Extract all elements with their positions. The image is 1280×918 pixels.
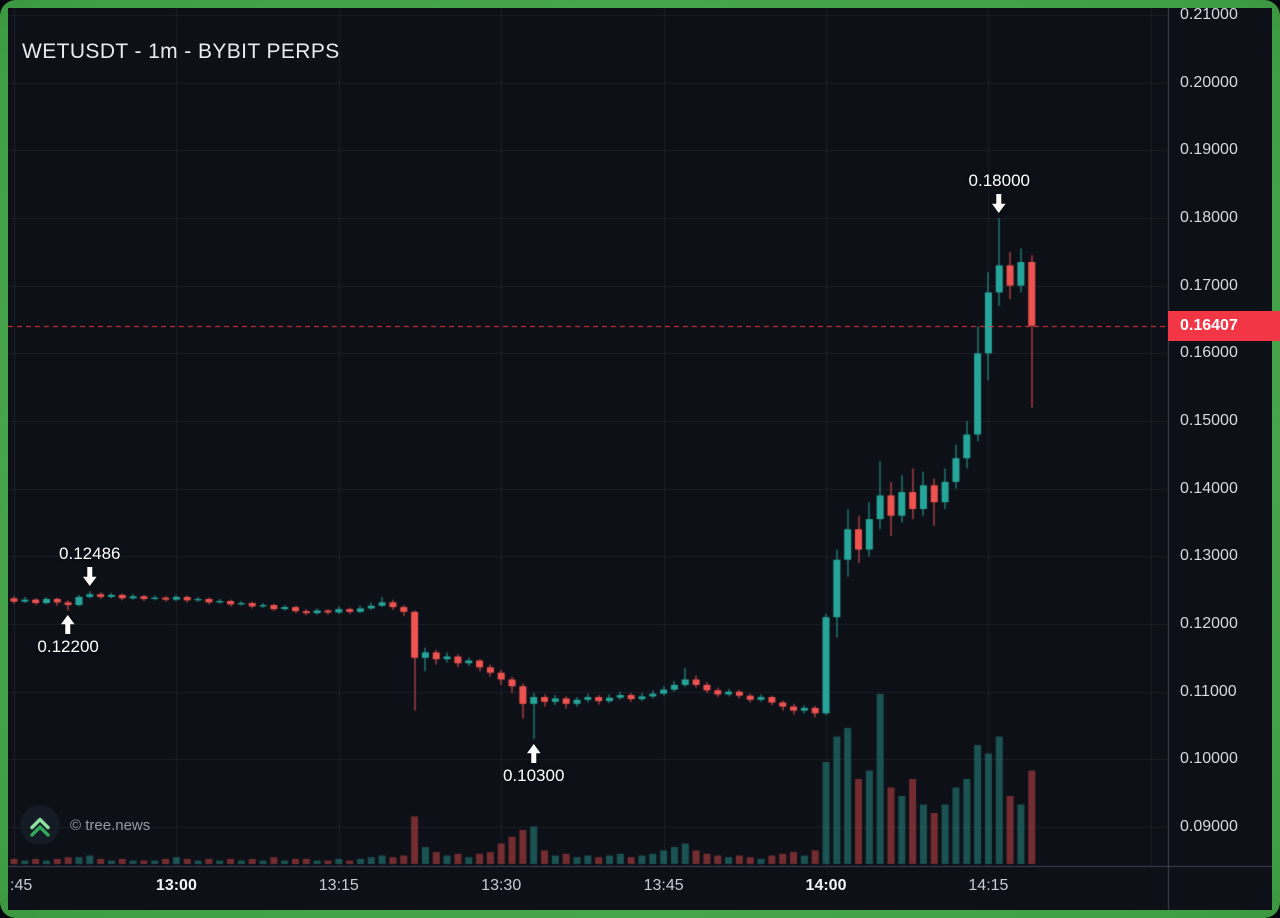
time-axis-label: 14:00 [805,877,847,894]
price-axis-label: 0.11000 [1180,682,1237,700]
price-axis-label: 0.16000 [1180,344,1238,362]
time-axis-label: :45 [10,877,33,894]
price-axis-label: 0.18000 [1180,209,1238,226]
tree-news-logo-icon [20,805,60,845]
price-axis-label: 0.21000 [1180,6,1238,23]
price-axis-label: 0.20000 [1180,73,1238,91]
chart-panel: WETUSDT - 1m - BYBIT PERPS 0.21000 0.2000… [8,6,1280,910]
watermark: © tree.news [20,805,150,845]
price-axis-label: 0.12000 [1180,615,1238,632]
time-axis-label: 14:15 [968,877,1009,894]
price-axis-label: 0.15000 [1180,412,1238,429]
last-price-tag: 0.16407 [1168,310,1280,341]
price-axis-label: 0.17000 [1180,276,1238,294]
chart-title: WETUSDT - 1m - BYBIT PERPS [22,40,340,63]
time-axis-label: 13:30 [481,877,522,894]
time-axis: :45 13:00 13:15 13:30 13:45 14:00 14:15 [8,866,1168,910]
time-axis-label: 13:45 [643,877,684,894]
time-axis-label: 13:00 [155,877,197,894]
watermark-text: © tree.news [70,816,151,834]
time-axis-label: 13:15 [318,877,359,894]
price-axis: 0.21000 0.20000 0.19000 0.18000 0.17000 0.160… [1168,6,1280,866]
last-price-value: 0.16407 [1180,316,1238,334]
price-axis-label: 0.09000 [1180,818,1238,835]
price-axis-label: 0.10000 [1180,750,1238,768]
price-axis-label: 0.19000 [1180,141,1238,159]
price-axis-label: 0.13000 [1180,547,1238,565]
candlestick-chart-canvas[interactable] [8,8,1272,910]
price-axis-label: 0.14000 [1180,479,1238,497]
